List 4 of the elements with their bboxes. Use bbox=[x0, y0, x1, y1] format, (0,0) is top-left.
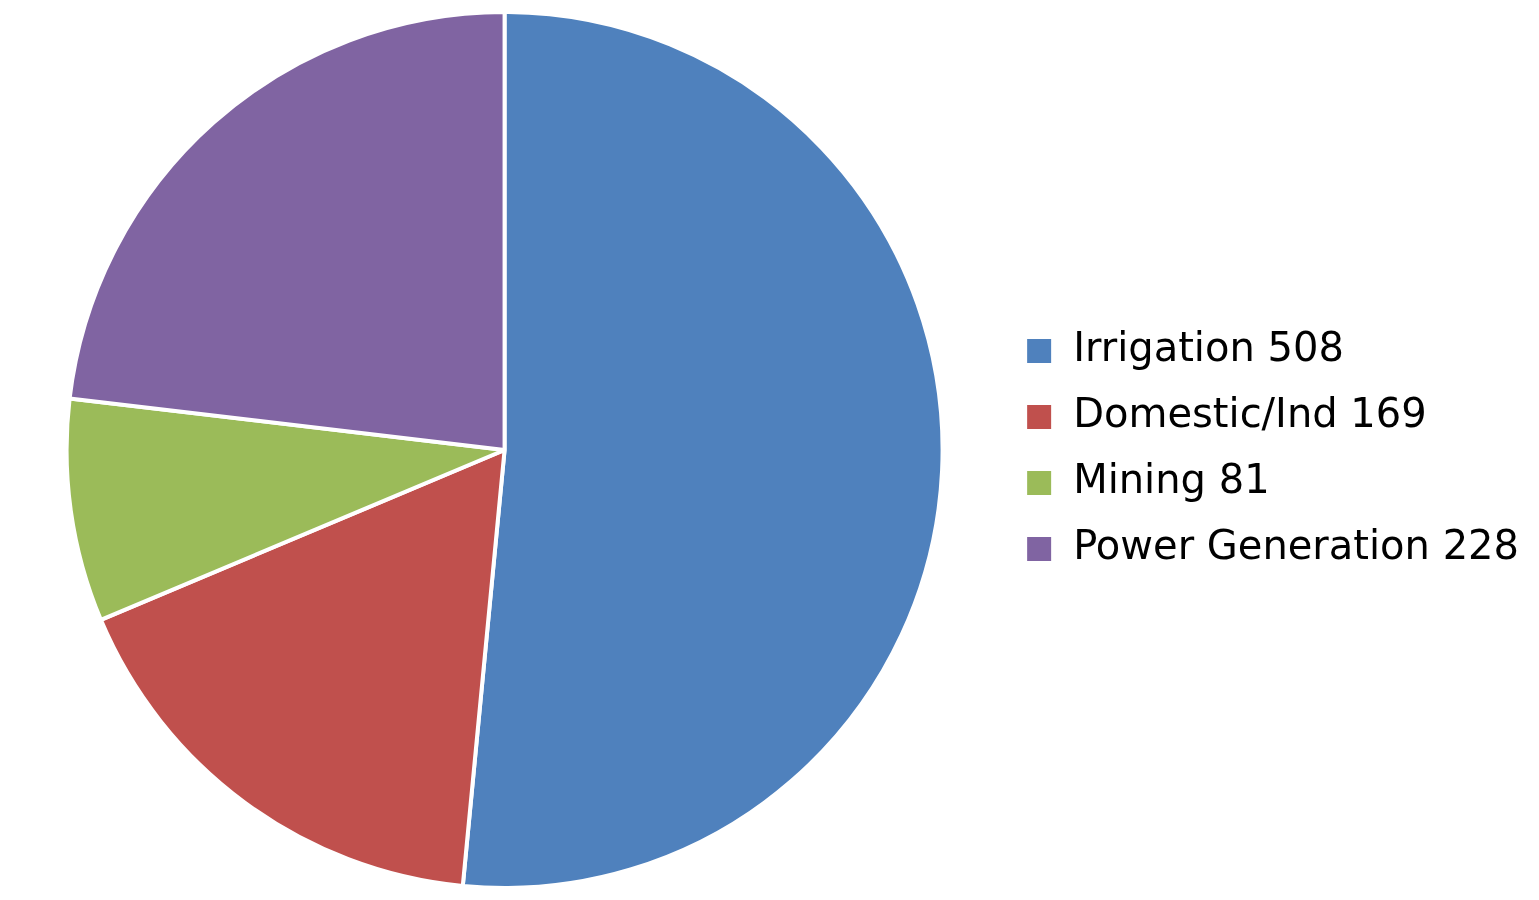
legend-label: Domestic/Ind 169 bbox=[1073, 390, 1427, 437]
legend-label: Power Generation 228 bbox=[1073, 522, 1519, 569]
legend-label: Mining 81 bbox=[1073, 456, 1270, 503]
legend-label: Irrigation 508 bbox=[1073, 324, 1344, 371]
